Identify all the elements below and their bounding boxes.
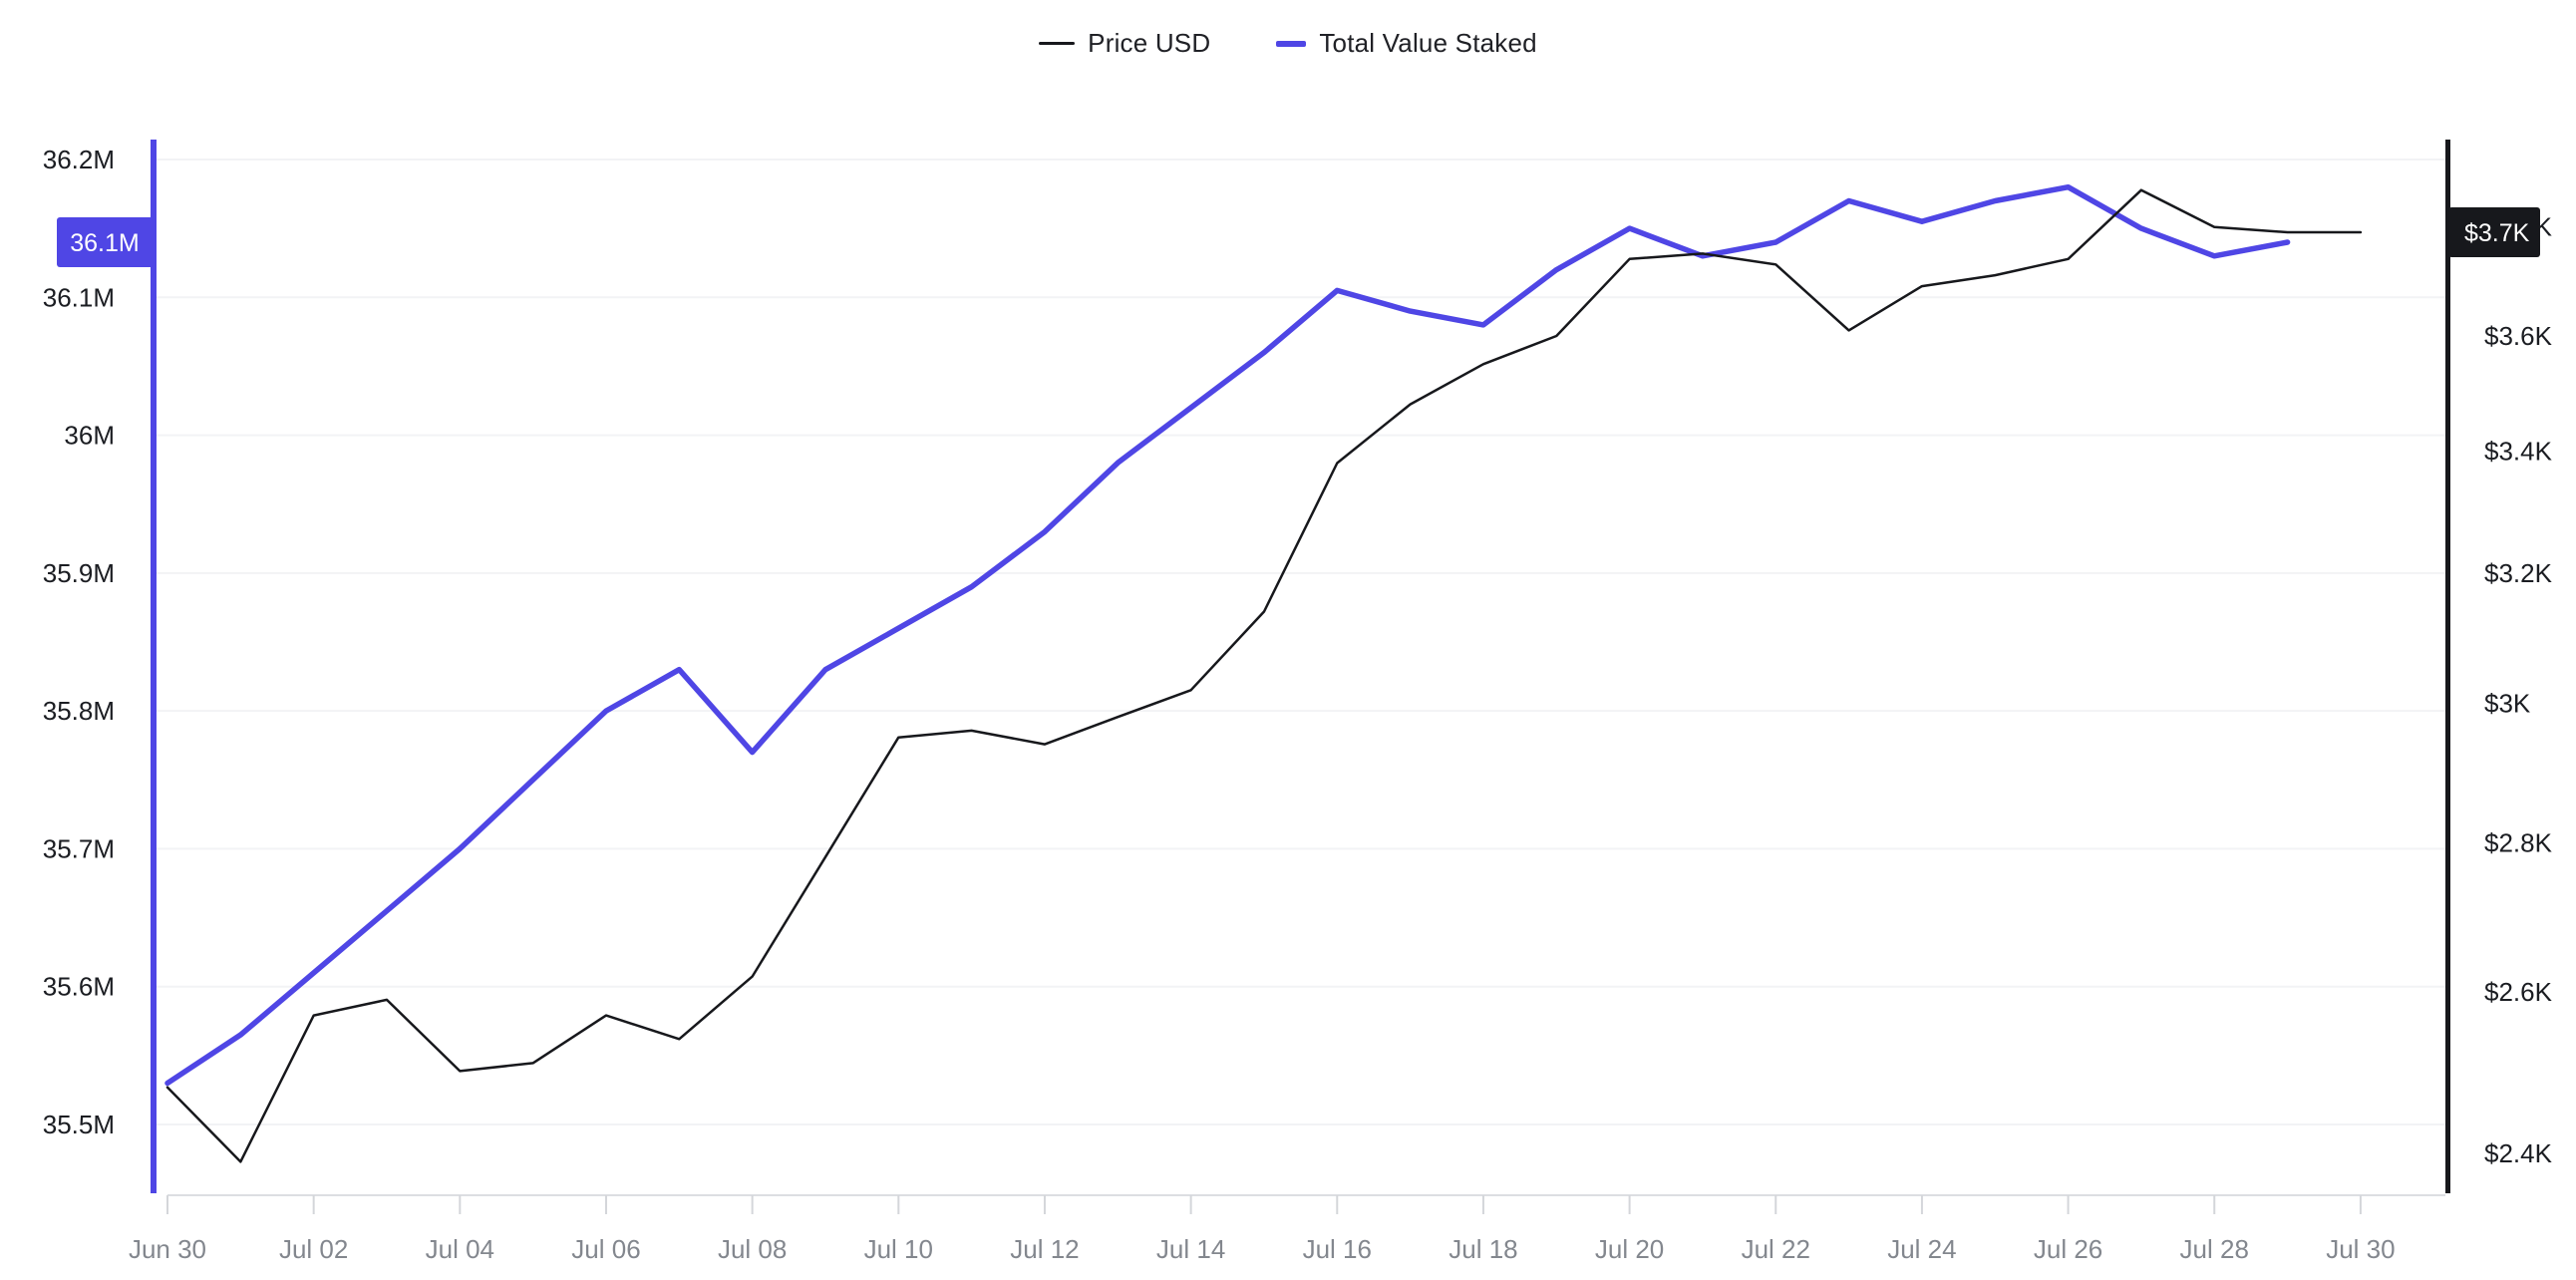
right-axis-tick-label: $2.8K: [2484, 827, 2553, 857]
x-tick-label: Jul 14: [1156, 1234, 1225, 1264]
left-axis-tick-label: 35.7M: [43, 833, 115, 863]
x-tick-label: Jul 06: [571, 1234, 640, 1264]
right-axis-tick-label: $3K: [2484, 689, 2531, 719]
legend-item-total-value-staked[interactable]: Total Value Staked: [1276, 28, 1537, 59]
left-axis-tick-label: 35.6M: [43, 972, 115, 1002]
x-tick-label: Jun 30: [129, 1234, 206, 1264]
price-current-value-badge: [2448, 206, 2540, 257]
staked-current-value-badge: [57, 216, 154, 267]
right-axis-tick-label: $2.4K: [2484, 1138, 2553, 1168]
x-tick-label: Jul 04: [426, 1234, 494, 1264]
left-axis-tick-label: 36M: [64, 421, 115, 451]
x-tick-label: Jul 22: [1742, 1234, 1810, 1264]
x-tick-label: Jul 20: [1595, 1234, 1664, 1264]
total-value-staked-line: [164, 183, 2291, 1087]
legend-label-price-usd: Price USD: [1088, 28, 1211, 58]
price-line-swatch-icon: [1039, 42, 1076, 45]
x-tick-label: Jul 08: [718, 1234, 787, 1264]
legend-label-total-value-staked: Total Value Staked: [1319, 28, 1537, 58]
x-tick-label: Jul 28: [2180, 1234, 2249, 1264]
chart-legend: Price USD Total Value Staked: [0, 28, 2576, 59]
staked-line-swatch-icon: [1276, 40, 1307, 47]
x-tick-label: Jul 24: [1887, 1234, 1956, 1264]
right-axis-tick-label: $3.6K: [2484, 321, 2553, 351]
x-tick-label: Jul 02: [279, 1234, 348, 1264]
right-axis-tick-label: $2.6K: [2484, 977, 2553, 1007]
x-tick-label: Jul 30: [2326, 1234, 2395, 1264]
right-axis-line: [2445, 140, 2450, 1193]
staked-current-value-badge-label: 36.1M: [70, 229, 139, 257]
x-tick-label: Jul 18: [1449, 1234, 1517, 1264]
legend-item-price-usd[interactable]: Price USD: [1039, 28, 1210, 59]
price-usd-line: [165, 188, 2363, 1163]
right-axis-tick-label: $3.2K: [2484, 558, 2553, 588]
right-axis-tick-label: $3.4K: [2484, 437, 2553, 467]
left-axis-tick-label: 35.9M: [43, 558, 115, 588]
x-tick-label: Jul 10: [864, 1234, 933, 1264]
left-axis-tick-label: 35.8M: [43, 696, 115, 726]
price-current-value-badge-label: $3.7K: [2464, 219, 2530, 247]
x-tick-label: Jul 12: [1010, 1234, 1079, 1264]
left-axis-tick-label: 35.5M: [43, 1110, 115, 1139]
left-axis-tick-label: 36.2M: [43, 145, 115, 174]
left-axis-line: [151, 140, 157, 1193]
left-axis-tick-label: 36.1M: [43, 282, 115, 312]
x-tick-label: Jul 16: [1303, 1234, 1372, 1264]
x-tick-label: Jul 26: [2034, 1234, 2102, 1264]
